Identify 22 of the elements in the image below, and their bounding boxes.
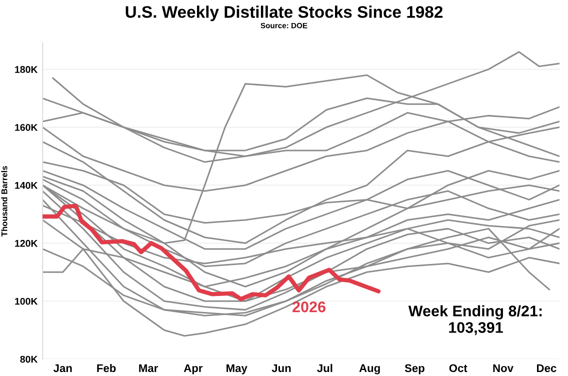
y-tick-label: 120K bbox=[15, 240, 38, 247]
y-axis-title: Thousand Barrels bbox=[1, 166, 8, 236]
x-tick-label: Jul bbox=[317, 364, 332, 372]
x-tick-label: Nov bbox=[493, 364, 514, 372]
x-tick-label: Aug bbox=[359, 364, 380, 374]
y-tick-label: 140K bbox=[15, 182, 38, 189]
x-tick-label: Sep bbox=[404, 364, 424, 374]
x-tick-label: Oct bbox=[449, 364, 468, 372]
x-tick-label: Jun bbox=[272, 364, 291, 372]
chart-title: U.S. Weekly Distillate Stocks Since 1982 bbox=[126, 6, 443, 22]
x-tick-label: May bbox=[226, 364, 248, 374]
x-tick-label: Feb bbox=[97, 364, 116, 372]
x-tick-label: Jan bbox=[53, 364, 72, 372]
y-tick-label: 180K bbox=[15, 66, 38, 73]
y-tick-label: 100K bbox=[15, 298, 38, 305]
x-tick-label: Dec bbox=[537, 364, 556, 372]
series-label: 2026 bbox=[292, 301, 326, 312]
y-tick-label: 160K bbox=[15, 124, 38, 131]
y-tick-label: 80K bbox=[20, 356, 38, 363]
x-tick-label: Apr bbox=[184, 364, 203, 374]
x-tick-label: Mar bbox=[139, 364, 158, 372]
annotation: Week Ending 8/21: 103,391 bbox=[408, 305, 542, 336]
